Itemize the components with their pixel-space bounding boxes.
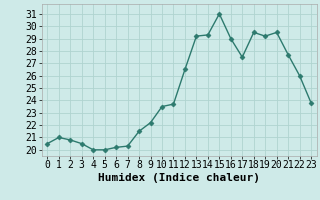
X-axis label: Humidex (Indice chaleur): Humidex (Indice chaleur) [98, 173, 260, 183]
